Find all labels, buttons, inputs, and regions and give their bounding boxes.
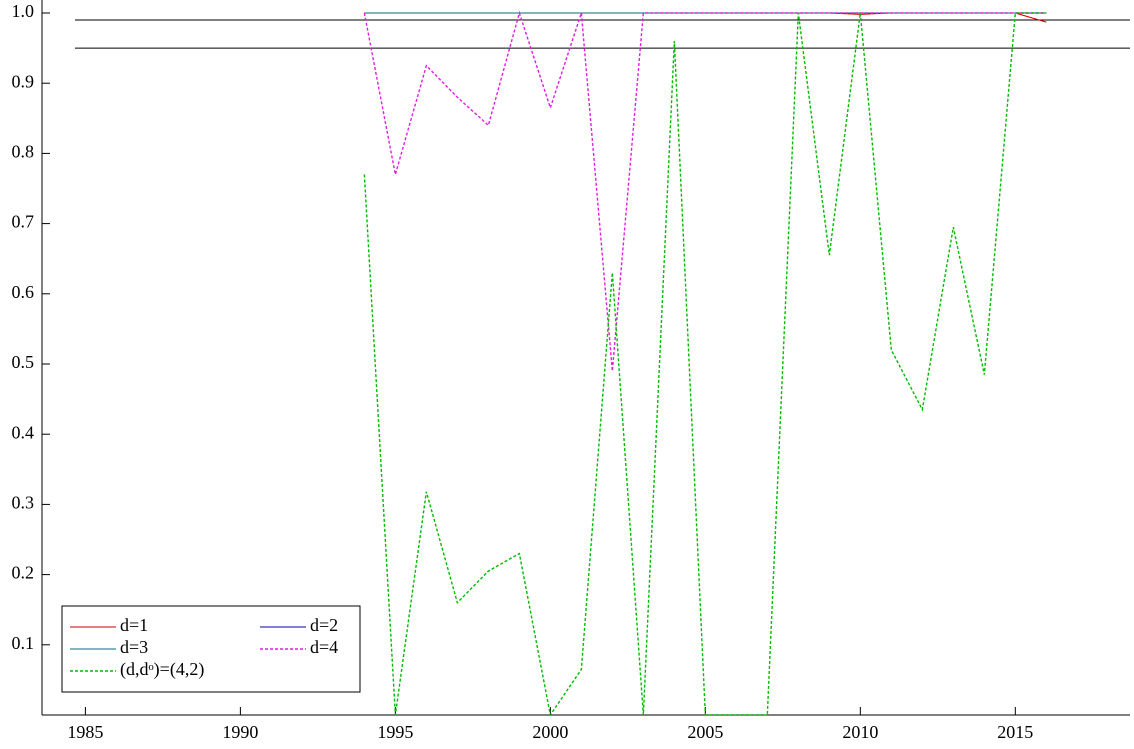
x-tick-label: 1995 [377,722,413,742]
x-tick-label: 2010 [842,722,878,742]
legend-label: d=4 [310,637,338,657]
y-tick-label: 0.7 [12,212,35,232]
legend-label: d=1 [120,615,148,635]
y-tick-label: 0.4 [12,422,35,442]
y-tick-label: 0.5 [12,352,35,372]
y-tick-label: 0.8 [12,142,35,162]
x-tick-label: 2015 [997,722,1033,742]
x-tick-label: 2005 [687,722,723,742]
legend: d=1 d=2 d=3 d=4 (d,dᵒ)=(4,2) [61,605,361,693]
y-tick-label: 0.6 [12,282,35,302]
y-tick-label: 0.2 [12,563,35,583]
legend-label: d=3 [120,637,148,657]
y-tick-label: 1.0 [12,1,35,21]
x-tick-label: 1985 [67,722,103,742]
legend-label: d=2 [310,615,338,635]
y-tick-label: 0.1 [12,633,35,653]
legend-label: (d,dᵒ)=(4,2) [120,659,204,680]
series-line [363,12,1047,717]
y-tick-label: 0.3 [12,493,35,513]
y-tick-label: 0.9 [12,71,35,91]
series-line [363,10,1047,372]
x-tick-label: 2000 [532,722,568,742]
series-line [364,12,1047,23]
x-tick-label: 1990 [222,722,258,742]
